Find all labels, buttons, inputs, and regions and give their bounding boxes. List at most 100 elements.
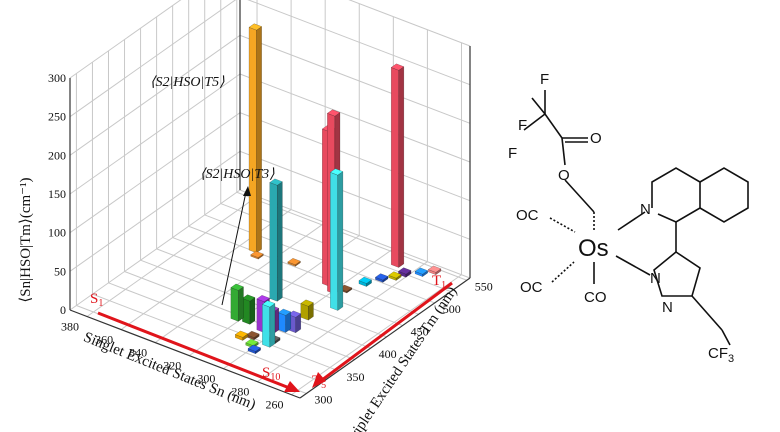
bar-face [329,168,344,176]
bar [234,330,249,341]
y-tick-label: 400 [379,347,397,361]
bar-face [256,26,262,254]
bar [261,300,276,348]
chart-grid [69,0,471,399]
x-tick-label: 280 [231,385,249,399]
t3-annotation: ⟨S2|HSO|T3⟩ [200,167,275,182]
bar-face [245,338,259,346]
grid-line [69,189,241,311]
z-tick-label: 250 [48,110,66,124]
bar-face [269,182,278,302]
grid-line [140,259,371,349]
grid-line [247,0,471,86]
t5-annotation: ⟨S2|HSO|T5⟩ [150,75,225,90]
tick-labels: 0 50 100 150 200 250 300 380 360 340 320 300 280 260 3… [48,71,493,412]
bar-face [374,273,389,281]
grid-line [92,293,323,383]
grid-line [108,282,339,372]
grid-line [69,73,241,195]
f-atom: F [540,71,549,88]
bar-face [277,312,286,333]
bar [388,271,402,281]
grid-line [204,214,435,304]
grid-line [69,0,237,118]
bar-face [269,303,276,348]
bar [247,344,262,355]
bar-face [246,330,260,338]
bar [414,267,429,278]
y-tick-label: 450 [411,325,429,339]
bar-face [277,308,292,316]
x-tick-label: 320 [163,359,181,373]
bar-face [390,67,399,268]
co-ligand: OC [520,279,543,296]
grid-line [69,112,241,234]
y-tick-label: 550 [475,279,493,293]
n-atom: N [640,201,651,218]
n-atom: N [662,299,673,316]
bar-face [326,109,341,117]
bar-face [247,344,262,352]
y-tick-label: 350 [346,370,364,384]
bar [241,294,256,325]
bar-face [256,294,270,303]
grid-line [239,150,471,240]
grid-line [239,73,471,163]
f-atom: F [518,117,527,134]
bar-face [238,286,244,322]
grid-line [348,0,471,47]
bar [269,178,283,302]
bar [390,63,405,268]
bar-face [262,303,271,348]
z-tick-label: 200 [48,148,66,162]
grid-line [69,0,182,79]
bar-face [330,171,339,311]
co-ligand: OC [516,207,539,224]
x-tick-label: 300 [197,372,215,386]
bar-face [230,283,245,291]
bar [287,258,301,267]
bar-series [230,23,442,355]
bar-face [287,310,302,318]
z-tick-label: 100 [48,226,66,240]
grid-line [188,225,419,315]
z-tick-label: 150 [48,187,66,201]
t3-pointer [221,186,251,306]
bar-face [427,265,442,273]
grid-line [86,196,258,317]
x-tick-label: 380 [61,320,79,334]
cf3-group: CF3 [708,345,734,365]
bar-face [241,294,256,302]
bar [248,23,263,254]
bar-face [248,26,257,254]
grid-line [69,34,241,156]
bar-face [249,297,256,325]
grid-line [239,34,471,124]
bar-face [300,299,314,307]
t1-label: T1 [432,273,446,291]
bar-face [390,63,405,71]
bar [277,308,292,333]
grid-line [239,112,471,202]
bar-face [398,66,405,268]
bar-face [269,178,283,186]
s10-label: S10 [262,365,280,383]
bar [230,283,245,322]
grid-line [120,209,292,330]
bar-face [397,267,412,275]
s1-label: S1 [90,291,103,309]
bar-face [261,300,276,308]
bar [397,267,412,278]
bar [358,276,373,288]
x-tick-label: 340 [129,346,147,360]
f-atom: F [508,145,517,162]
axis-line [69,309,301,399]
t-arrow [312,281,453,388]
bar-face [388,271,402,279]
t5-label: T5 [312,373,326,391]
bar-face [287,258,301,266]
bar-face [414,267,429,275]
y-axis-label: Triplet Excited States Tm (nm) [343,284,461,432]
n-atom: N [650,270,661,287]
